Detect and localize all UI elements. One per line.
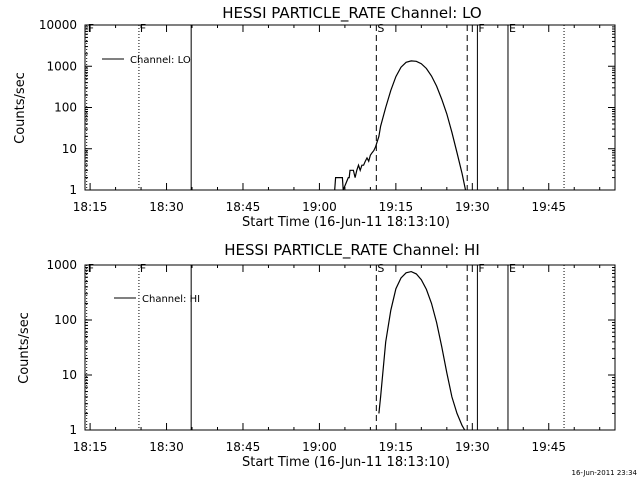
- lo-event-marker-label: S: [377, 22, 384, 35]
- hi-chart-title: HESSI PARTICLE_RATE Channel: HI: [224, 241, 480, 260]
- hi-event-marker-label: E: [509, 262, 516, 275]
- hi-y-axis-label: Counts/sec: [17, 312, 32, 384]
- lo-event-marker-label: F: [478, 22, 484, 35]
- hi-x-tick-label: 18:30: [149, 440, 184, 454]
- hi-x-tick-label: 18:15: [73, 440, 108, 454]
- lo-x-tick-label: 19:45: [531, 200, 566, 214]
- hi-y-tick-label: 1000: [46, 258, 77, 272]
- lo-x-tick-label: 18:30: [149, 200, 184, 214]
- hi-event-marker-label: S: [377, 262, 384, 275]
- lo-y-tick-label: 1: [69, 183, 77, 197]
- lo-y-tick-label: 1000: [46, 59, 77, 73]
- hi-event-marker-label: F: [478, 262, 484, 275]
- lo-y-tick-label: 100: [54, 101, 77, 115]
- lo-x-tick-label: 19:15: [379, 200, 414, 214]
- footer-timestamp: 16-Jun-2011 23:34: [572, 469, 638, 477]
- lo-legend-label: Channel: LO: [130, 55, 191, 66]
- lo-event-marker-label: F: [140, 22, 146, 35]
- hi-x-tick-label: 19:45: [531, 440, 566, 454]
- hi-event-marker-label: F: [88, 262, 94, 275]
- lo-y-tick-label: 10: [62, 142, 77, 156]
- hi-channel-panel: HESSI PARTICLE_RATE Channel: HI Start Ti…: [17, 241, 616, 470]
- lo-y-tick-label: 10000: [39, 18, 77, 32]
- lo-x-tick-label: 18:15: [73, 200, 108, 214]
- lo-event-marker-label: F: [88, 22, 94, 35]
- lo-x-tick-label: 19:30: [455, 200, 490, 214]
- hi-y-tick-label: 10: [62, 368, 77, 382]
- hi-y-tick-label: 100: [54, 313, 77, 327]
- lo-chart-title: HESSI PARTICLE_RATE Channel: LO: [222, 4, 481, 23]
- lo-channel-panel: HESSI PARTICLE_RATE Channel: LO Start Ti…: [13, 4, 616, 230]
- hi-y-tick-label: 1: [69, 423, 77, 437]
- hi-x-tick-label: 19:30: [455, 440, 490, 454]
- hi-x-axis-label: Start Time (16-Jun-11 18:13:10): [242, 455, 450, 470]
- lo-plot-frame: [84, 24, 616, 191]
- lo-x-tick-label: 19:00: [302, 200, 337, 214]
- hi-event-marker-label: F: [140, 262, 146, 275]
- lo-y-axis-label: Counts/sec: [13, 72, 28, 144]
- hi-legend-label: Channel: HI: [142, 294, 200, 305]
- hi-x-tick-label: 18:45: [226, 440, 261, 454]
- lo-event-marker-label: E: [509, 22, 516, 35]
- hi-x-tick-label: 19:00: [302, 440, 337, 454]
- hi-plot-frame: [84, 264, 616, 431]
- lo-x-axis-label: Start Time (16-Jun-11 18:13:10): [242, 215, 450, 230]
- lo-x-tick-label: 18:45: [226, 200, 261, 214]
- hi-x-tick-label: 19:15: [379, 440, 414, 454]
- lo-series-line: [334, 60, 467, 191]
- hi-series-line: [378, 270, 466, 431]
